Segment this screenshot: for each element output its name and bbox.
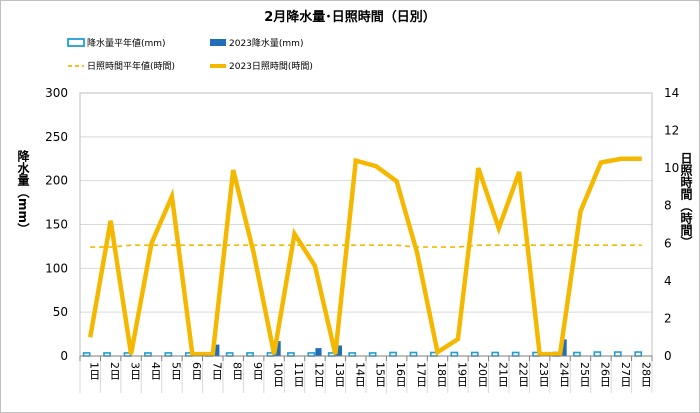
- bar-normal-precip: [389, 351, 397, 357]
- bar-normal-precip: [593, 351, 602, 357]
- x-tick-label: 22日: [517, 362, 530, 387]
- x-tick-label: 16日: [394, 362, 407, 387]
- x-tick-label: 21日: [496, 362, 509, 387]
- bar-normal-precip: [511, 351, 520, 357]
- x-tick-label: 11日: [292, 362, 305, 387]
- x-tick-label: 13日: [333, 362, 346, 387]
- bar-normal-precip: [470, 351, 479, 357]
- line-2023-sunshine: [87, 156, 642, 357]
- bar-normal-precip: [450, 351, 459, 357]
- legend: 降水量平年値(mm) 2023降水量(mm) 日照時間平年値(時間) 2023日…: [67, 37, 313, 72]
- y-left-tick-label: 50: [53, 305, 68, 319]
- bar-normal-precip: [409, 351, 418, 357]
- x-tick-label: 23日: [537, 362, 550, 387]
- x-tick-label: 10日: [272, 362, 285, 387]
- bar-2023-precip: [315, 348, 322, 356]
- x-tick-label: 24日: [558, 362, 571, 387]
- x-tick-label: 5日: [169, 362, 182, 380]
- x-tick-label: 7日: [210, 362, 223, 380]
- y-left-tick-label: 300: [45, 86, 68, 100]
- y-left-axis-label: 降水量（mm）: [16, 149, 30, 235]
- y-right-tick-label: 6: [664, 236, 672, 250]
- x-tick-label: 18日: [435, 362, 448, 387]
- y-left-tick-label: 200: [45, 174, 68, 188]
- x-tick-label: 12日: [312, 362, 325, 387]
- y-right-tick-label: 0: [664, 349, 672, 363]
- x-tick-label: 25日: [578, 362, 591, 387]
- x-tick-label: 9日: [251, 362, 264, 380]
- bar-normal-precip: [613, 351, 622, 357]
- legend-label-2023-sunshine: 2023日照時間(時間): [229, 61, 313, 72]
- x-tick-label: 15日: [374, 362, 387, 387]
- bars: [82, 339, 643, 357]
- legend-item-2023-precip: 2023降水量(mm): [210, 37, 303, 49]
- y-left-tick-label: 250: [45, 130, 68, 144]
- tick-labels: 0 50 100 150 200 250 300 0 2 4 6 8 10 12 14 1日 2日 3日 4日 5日 6…: [45, 86, 679, 387]
- x-tick-label: 26日: [598, 362, 611, 387]
- y-right-tick-label: 10: [664, 161, 679, 175]
- legend-label-2023-precip: 2023降水量(mm): [229, 37, 303, 49]
- bar-normal-precip: [491, 351, 500, 357]
- x-tick-label: 8日: [231, 362, 244, 380]
- x-tick-label: 6日: [190, 362, 203, 380]
- x-tick-label: 1日: [88, 362, 101, 380]
- legend-label-normal-sunshine: 日照時間平年値(時間): [87, 60, 175, 72]
- y-right-tick-label: 8: [664, 199, 672, 213]
- x-tick-label: 4日: [149, 362, 162, 380]
- legend-label-normal-precip: 降水量平年値(mm): [87, 37, 166, 49]
- x-tick-label: 2日: [108, 362, 121, 380]
- lines: [87, 156, 642, 357]
- legend-swatch-normal-precip: [67, 38, 85, 47]
- bar-2023-precip: [213, 344, 220, 356]
- x-tick-label: 3日: [129, 362, 142, 380]
- x-tick-label: 20日: [476, 362, 489, 387]
- y-right-tick-label: 4: [664, 274, 672, 288]
- x-tick-label: 14日: [353, 362, 366, 387]
- x-tick-label: 17日: [415, 362, 428, 387]
- x-tick-label: 27日: [619, 362, 632, 387]
- legend-item-normal-precip: 降水量平年値(mm): [67, 37, 166, 49]
- y-left-tick-label: 150: [45, 218, 68, 232]
- legend-item-2023-sunshine: 2023日照時間(時間): [210, 61, 313, 72]
- y-left-tick-label: 100: [45, 261, 68, 275]
- x-tick-label: 19日: [455, 362, 468, 387]
- bar-2023-precip: [274, 341, 281, 356]
- y-right-tick-label: 12: [664, 124, 679, 138]
- bar-normal-precip: [634, 351, 643, 357]
- y-right-tick-label: 2: [664, 311, 672, 325]
- y-left-tick-label: 0: [60, 349, 68, 363]
- chart-title: 2月降水量･日照時間（日別）: [264, 9, 436, 25]
- bar-2023-precip: [560, 339, 567, 356]
- y-right-axis-label: 日照時間（時間）: [679, 152, 693, 248]
- bar-2023-precip: [335, 345, 342, 356]
- axes: [79, 92, 653, 393]
- legend-swatch-2023-precip: [210, 39, 226, 46]
- line-normal-sunshine: [90, 244, 642, 248]
- y-right-tick-label: 14: [664, 86, 679, 100]
- x-tick-label: 28日: [639, 362, 652, 387]
- bar-normal-precip: [573, 351, 581, 357]
- legend-item-normal-sunshine: 日照時間平年値(時間): [68, 60, 175, 72]
